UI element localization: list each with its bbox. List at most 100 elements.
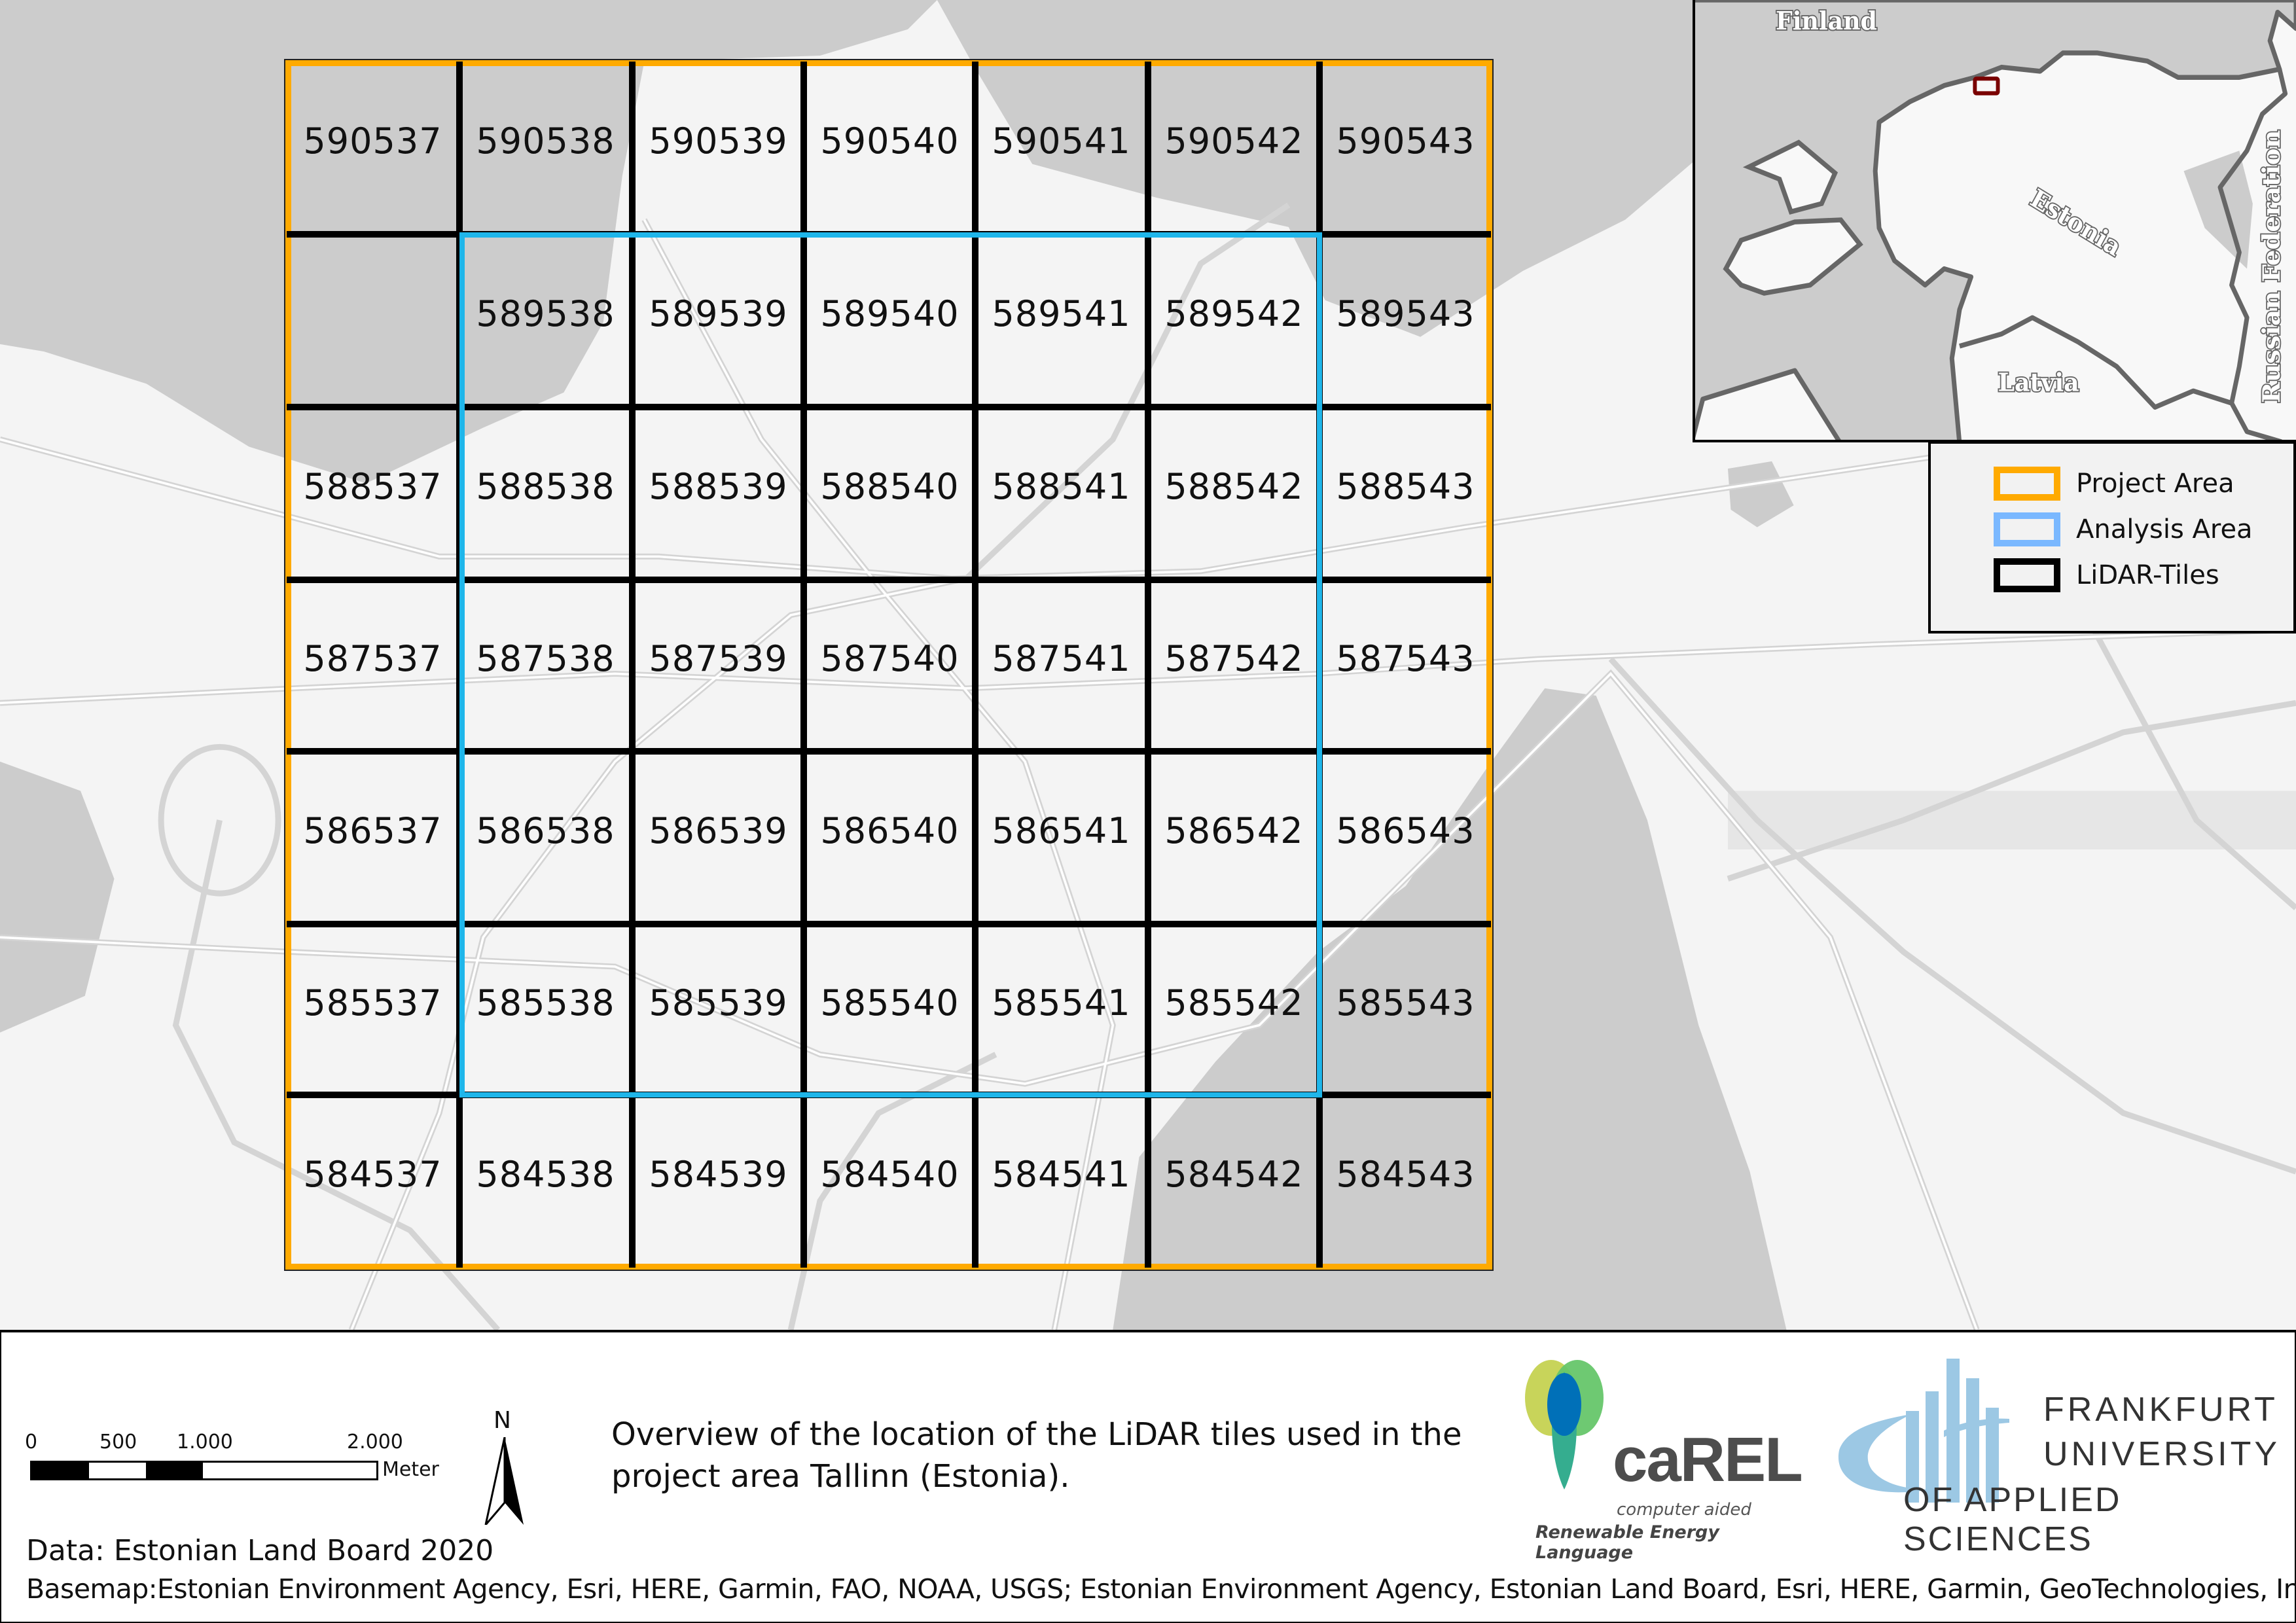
tile-label[interactable]: 588543 bbox=[1336, 466, 1475, 507]
frankfurt-uas-emblem bbox=[1838, 1359, 2009, 1503]
tile-label[interactable]: 584537 bbox=[303, 1154, 442, 1195]
tile-label[interactable]: 584540 bbox=[820, 1154, 960, 1195]
tile-label[interactable]: 587541 bbox=[992, 638, 1131, 679]
legend-item-project-area: Project Area bbox=[1994, 467, 2234, 501]
legend-item-lidar-tiles: LiDAR-Tiles bbox=[1994, 558, 2219, 592]
tile-label[interactable]: 586539 bbox=[649, 810, 788, 851]
scale-unit: Meter bbox=[382, 1458, 439, 1481]
frankfurt-line-2: UNIVERSITY bbox=[2043, 1435, 2281, 1473]
island-saaremaa bbox=[1723, 217, 1863, 296]
tile-label[interactable]: 590540 bbox=[820, 120, 960, 162]
tile-grid-line bbox=[800, 62, 807, 1268]
tile-label[interactable]: 585542 bbox=[1164, 982, 1304, 1024]
tile-label[interactable]: 588540 bbox=[820, 466, 960, 507]
legend-label: Project Area bbox=[2076, 469, 2234, 499]
carel-leaf-icon bbox=[1525, 1360, 1604, 1489]
tile-label[interactable]: 585541 bbox=[992, 982, 1131, 1024]
tile-label[interactable]: 590538 bbox=[476, 120, 615, 162]
tile-label[interactable]: 585540 bbox=[820, 982, 960, 1024]
tile-label[interactable]: 587542 bbox=[1164, 638, 1304, 679]
scale-tick: 0 bbox=[25, 1431, 38, 1454]
tile-label[interactable]: 589539 bbox=[649, 293, 788, 334]
tile-label[interactable]: 584538 bbox=[476, 1154, 615, 1195]
legend-label: Analysis Area bbox=[2076, 514, 2253, 544]
carel-tagline-2: Renewable Energy Language bbox=[1535, 1522, 1719, 1563]
data-credit: Data: Estonian Land Board 2020 bbox=[26, 1534, 494, 1567]
north-arrow-label: N bbox=[493, 1407, 511, 1434]
tile-grid-line bbox=[287, 921, 1491, 927]
map-view[interactable]: 590537 590538 590539 590540 590541 590542 5905… bbox=[0, 0, 2296, 1330]
tile-label[interactable]: 587537 bbox=[303, 638, 442, 679]
map-footer: 0 500 1.000 2.000 Meter N Overview of th… bbox=[0, 1330, 2296, 1623]
tile-label[interactable]: 590542 bbox=[1164, 120, 1304, 162]
tile-label[interactable]: 590543 bbox=[1336, 120, 1475, 162]
tile-label[interactable]: 584539 bbox=[649, 1154, 788, 1195]
legend-swatch-analysis-area bbox=[1994, 512, 2060, 546]
tile-label[interactable]: 584541 bbox=[992, 1154, 1131, 1195]
tile-label[interactable]: 588538 bbox=[476, 466, 615, 507]
tile-label[interactable]: 590541 bbox=[992, 120, 1131, 162]
frankfurt-uas-logo: FRANKFURT UNIVERSITY OF APPLIED SCIENCES bbox=[1833, 1359, 2277, 1558]
tile-label[interactable]: 586541 bbox=[992, 810, 1131, 851]
tile-label[interactable]: 589541 bbox=[992, 293, 1131, 334]
tile-label[interactable]: 587540 bbox=[820, 638, 960, 679]
tile-label[interactable]: 586543 bbox=[1336, 810, 1475, 851]
legend-swatch-lidar-tiles bbox=[1994, 558, 2060, 592]
legend-swatch-project-area bbox=[1994, 467, 2060, 501]
label-estonia: Estonia bbox=[2026, 183, 2126, 262]
scale-bar-body bbox=[30, 1461, 378, 1480]
tile-label[interactable]: 589538 bbox=[476, 293, 615, 334]
tile-label[interactable]: 588541 bbox=[992, 466, 1131, 507]
basemap-credit: Basemap:Estonian Environment Agency, Esr… bbox=[26, 1573, 2296, 1605]
project-location-marker bbox=[1973, 76, 2000, 96]
legend: Project Area Analysis Area LiDAR-Tiles bbox=[1928, 441, 2296, 633]
tile-label[interactable]: 586537 bbox=[303, 810, 442, 851]
scale-tick: 500 bbox=[99, 1431, 137, 1454]
sea bbox=[1695, 0, 2296, 440]
lake-peipus bbox=[2183, 151, 2253, 269]
tile-label[interactable]: 587538 bbox=[476, 638, 615, 679]
label-finland: Finland bbox=[1776, 6, 1877, 35]
tile-grid-line bbox=[1145, 62, 1151, 1268]
tile-label[interactable]: 585539 bbox=[649, 982, 788, 1024]
tile-label[interactable]: 588537 bbox=[303, 466, 442, 507]
tile-label[interactable]: 584543 bbox=[1336, 1154, 1475, 1195]
tile-label[interactable]: 585543 bbox=[1336, 982, 1475, 1024]
legend-item-analysis-area: Analysis Area bbox=[1994, 512, 2253, 546]
tile-grid-line bbox=[972, 62, 978, 1268]
tile-label[interactable]: 586542 bbox=[1164, 810, 1304, 851]
tile-label[interactable]: 585537 bbox=[303, 982, 442, 1024]
label-russian-federation: Russian Federation bbox=[2257, 130, 2286, 403]
tile-label[interactable]: 584542 bbox=[1164, 1154, 1304, 1195]
tile-grid-line bbox=[287, 577, 1491, 583]
frankfurt-line-1: FRANKFURT bbox=[2043, 1391, 2278, 1429]
project-area-boundary bbox=[284, 59, 1494, 1271]
tile-label[interactable]: 588539 bbox=[649, 466, 788, 507]
tile-label[interactable]: 587543 bbox=[1336, 638, 1475, 679]
tile-label[interactable]: 585538 bbox=[476, 982, 615, 1024]
estonia-border bbox=[1959, 315, 2282, 440]
tile-label[interactable]: 588542 bbox=[1164, 466, 1304, 507]
north-arrow: N bbox=[482, 1407, 528, 1525]
carel-tagline-1: computer aided bbox=[1617, 1500, 1751, 1520]
tile-label[interactable]: 589543 bbox=[1336, 293, 1475, 334]
scale-tick: 1.000 bbox=[177, 1431, 233, 1454]
tile-label[interactable]: 590537 bbox=[303, 120, 442, 162]
map-title: Overview of the location of the LiDAR ti… bbox=[611, 1416, 1462, 1495]
carel-wordmark: caREL bbox=[1613, 1425, 1803, 1495]
tile-label[interactable]: 590539 bbox=[649, 120, 788, 162]
tile-grid-line bbox=[287, 404, 1491, 410]
scale-tick: 2.000 bbox=[347, 1431, 403, 1454]
island-hiiumaa bbox=[1742, 139, 1839, 215]
tile-label[interactable]: 589540 bbox=[820, 293, 960, 334]
tile-label[interactable]: 586540 bbox=[820, 810, 960, 851]
tile-grid-line bbox=[629, 62, 636, 1268]
tile-label[interactable]: 586538 bbox=[476, 810, 615, 851]
water-bodies bbox=[0, 0, 1794, 1330]
overview-inset-map: Finland Estonia Latvia Russian Federatio… bbox=[1693, 0, 2296, 442]
tile-label[interactable]: 587539 bbox=[649, 638, 788, 679]
legend-label: LiDAR-Tiles bbox=[2076, 560, 2219, 590]
north-arrow-icon bbox=[484, 1437, 524, 1525]
frankfurt-line-3: OF APPLIED SCIENCES bbox=[1903, 1481, 2122, 1558]
tile-label[interactable]: 589542 bbox=[1164, 293, 1304, 334]
